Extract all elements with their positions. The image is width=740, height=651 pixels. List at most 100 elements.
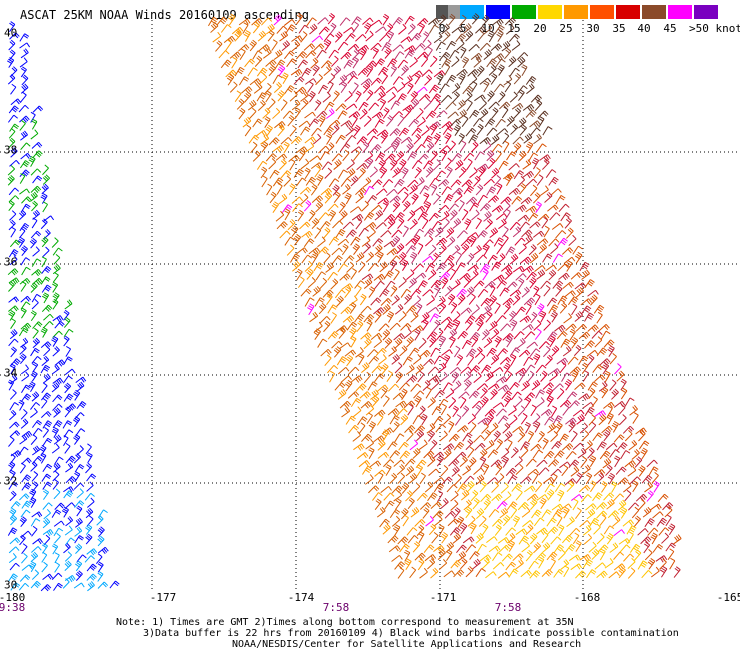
wind-barb [309,248,320,255]
wind-barb [457,355,463,366]
wind-barb [432,532,438,543]
wind-barb [563,507,570,518]
wind-barb [243,23,248,34]
wind-barb [272,40,278,51]
wind-barb [33,176,42,183]
wind-barb [401,414,408,424]
wind-barb [547,205,558,211]
wind-barb [492,553,502,561]
wind-barb [332,221,342,228]
wind-barb [635,457,642,468]
wind-barb [473,468,484,475]
wind-barb [456,252,461,263]
wind-barb [567,517,575,527]
wind-barb [333,91,339,102]
wind-barb [65,369,75,375]
wind-barb [65,575,75,581]
wind-barb [565,544,575,552]
wind-barb [495,336,502,347]
wind-barb [478,195,487,204]
wind-barb [19,583,28,590]
wind-barb [519,244,526,254]
wind-barb [413,448,420,458]
wind-barb [32,446,39,455]
wind-barb [19,116,29,122]
wind-barb [496,377,507,384]
wind-barb [571,338,578,349]
wind-barb [30,497,36,507]
wind-barb [54,254,60,264]
wind-barb [64,329,73,336]
wind-barb [670,558,675,569]
wind-barb [414,206,425,212]
wind-barb [399,128,409,136]
wind-barb [422,126,430,136]
wind-barb [292,41,300,51]
wind-barb [420,350,431,357]
wind-barb [87,564,96,571]
wind-barb [460,456,468,466]
wind-barb [98,536,104,546]
wind-barb [596,502,607,509]
wind-barb [412,160,422,168]
wind-barb [507,282,517,289]
wind-barb [495,525,501,536]
wind-barb [419,23,424,34]
wind-barb [559,273,570,280]
wind-barb [274,15,281,25]
wind-barb [41,342,51,348]
wind-barb [643,507,651,517]
wind-barb [458,110,466,120]
wind-barb [306,177,316,185]
wind-barb [593,493,603,501]
wind-barb [513,227,521,237]
wind-barb [497,243,503,254]
wind-barb [358,45,369,52]
wind-barb [330,371,335,382]
wind-barb [344,255,354,263]
wind-barb [408,404,414,415]
wind-barb [321,349,332,356]
wind-barb [43,427,48,437]
wind-barb [329,120,340,127]
wind-barb [77,489,84,499]
wind-barb [573,443,584,450]
wind-barb [530,499,537,510]
wind-barb [282,41,290,51]
wind-barb [423,290,434,297]
wind-barb [393,422,399,433]
wind-barb [64,383,70,393]
wind-barb [582,270,590,280]
wind-barb [377,252,384,263]
wind-barb [661,533,668,543]
wind-barb [549,371,557,381]
wind-barb [87,453,92,463]
wind-barb [41,411,51,417]
wind-barb [468,447,474,458]
wind-barb [472,305,480,315]
wind-barb [9,410,16,420]
wind-barb [240,49,245,60]
wind-barb [415,73,421,84]
wind-barb [558,550,565,561]
wind-barb [522,542,530,552]
wind-barb [409,119,419,127]
wind-barb [53,299,58,309]
wind-barb [381,133,388,144]
wind-barb [492,367,503,373]
wind-barb [468,69,479,76]
wind-barb [507,440,512,451]
wind-barb [527,272,537,280]
wind-barb [324,253,331,264]
wind-barb [533,542,540,552]
wind-barb [504,141,509,152]
wind-barb [328,204,338,211]
wind-barb [22,458,32,464]
wind-barb [393,525,400,536]
wind-barb [553,416,562,425]
wind-barb [456,263,465,272]
wind-barb [610,449,620,457]
wind-barb [284,19,295,25]
wind-barb [53,248,62,255]
wind-barb [632,449,640,459]
